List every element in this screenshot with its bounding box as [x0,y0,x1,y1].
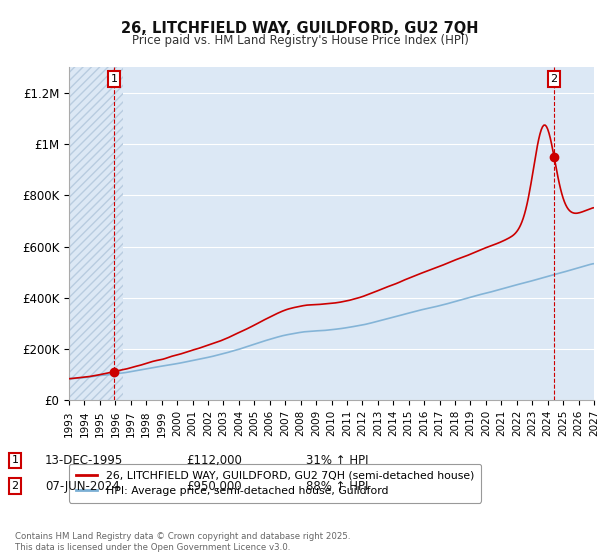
Text: Price paid vs. HM Land Registry's House Price Index (HPI): Price paid vs. HM Land Registry's House … [131,34,469,46]
Text: 1: 1 [11,455,19,465]
Text: 07-JUN-2024: 07-JUN-2024 [45,479,120,493]
Legend: 26, LITCHFIELD WAY, GUILDFORD, GU2 7QH (semi-detached house), HPI: Average price: 26, LITCHFIELD WAY, GUILDFORD, GU2 7QH (… [69,464,481,502]
Text: 2: 2 [551,74,557,84]
Text: £950,000: £950,000 [186,479,242,493]
Text: £112,000: £112,000 [186,454,242,467]
Text: 13-DEC-1995: 13-DEC-1995 [45,454,123,467]
Text: Contains HM Land Registry data © Crown copyright and database right 2025.
This d: Contains HM Land Registry data © Crown c… [15,532,350,552]
Text: 88% ↑ HPI: 88% ↑ HPI [306,479,368,493]
Text: 31% ↑ HPI: 31% ↑ HPI [306,454,368,467]
Text: 26, LITCHFIELD WAY, GUILDFORD, GU2 7QH: 26, LITCHFIELD WAY, GUILDFORD, GU2 7QH [121,21,479,36]
Text: 2: 2 [11,481,19,491]
Text: 1: 1 [110,74,118,84]
